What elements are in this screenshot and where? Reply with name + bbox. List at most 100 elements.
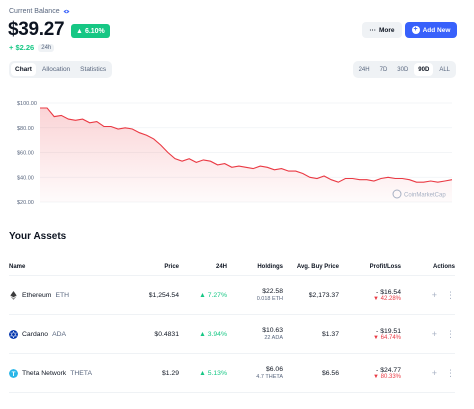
pl-percent-value: 42.28%	[380, 295, 401, 302]
svg-text:T: T	[12, 370, 16, 377]
asset-ticker: THETA	[70, 369, 92, 377]
tab-statistics[interactable]: Statistics	[80, 66, 107, 73]
assets-table: Name Price 24H Holdings Avg. Buy Price P…	[9, 258, 455, 393]
asset-profit-loss: - $16.54 ▼ 42.28%	[339, 289, 401, 302]
change-row: + $2.26 24h	[9, 43, 55, 52]
add-transaction-icon[interactable]: +	[431, 367, 437, 378]
holdings-amount: 4.7 THETA	[256, 374, 283, 380]
col-avg-buy[interactable]: Avg. Buy Price	[296, 263, 339, 270]
view-tabs: Chart Allocation Statistics	[9, 61, 113, 78]
asset-24h-change-value: 7.27%	[207, 291, 227, 299]
col-24h[interactable]: 24H	[215, 263, 227, 270]
balance-chart[interactable]: $100.00 $80.00 $60.00 $40.00 $20.00 CoinMark…	[0, 95, 474, 210]
more-vertical-icon[interactable]: ⋮	[446, 289, 455, 300]
asset-avg-buy: $1.37	[321, 330, 339, 338]
add-transaction-icon[interactable]: +	[431, 328, 437, 339]
pl-percent: ▼ 64.74%	[373, 335, 401, 341]
col-name[interactable]: Name	[9, 263, 26, 270]
holdings-value: $10.63	[262, 327, 283, 334]
range-24h[interactable]: 24H	[358, 66, 370, 73]
pl-percent-value: 80.33%	[380, 373, 401, 380]
asset-avg-buy: $6.56	[321, 369, 339, 377]
caret-up-icon: ▲	[199, 330, 208, 338]
asset-actions: + ⋮	[401, 289, 455, 300]
asset-price: $1,254.54	[148, 291, 179, 299]
table-header: Name Price 24H Holdings Avg. Buy Price P…	[9, 258, 455, 276]
asset-price: $1.29	[161, 369, 179, 377]
balance-label: Current Balance	[9, 8, 70, 15]
more-vertical-icon[interactable]: ⋮	[446, 328, 455, 339]
balance-amount: $39.27	[8, 19, 65, 40]
asset-name: Cardano	[22, 330, 49, 338]
asset-name-cell[interactable]: Ethereum ETH	[9, 290, 127, 300]
watermark-text: CoinMarketCap	[404, 193, 446, 199]
col-profit-loss[interactable]: Profit/Loss	[369, 263, 401, 270]
asset-name-cell[interactable]: Cardano ADA	[9, 329, 127, 339]
theta-icon: T	[9, 368, 18, 378]
coinmarketcap-watermark: CoinMarketCap	[392, 189, 446, 199]
balance-label-text: Current Balance	[9, 8, 60, 15]
caret-up-icon: ▲	[199, 291, 208, 299]
col-price[interactable]: Price	[164, 263, 179, 270]
table-row[interactable]: T Theta Network THETA $1.29 ▲ 5.13% $6.0…	[9, 354, 455, 393]
range-all[interactable]: ALL	[439, 66, 450, 73]
caret-down-icon: ▼	[373, 334, 381, 341]
asset-price: $0.4831	[154, 330, 179, 338]
asset-24h-change: ▲ 7.27%	[179, 292, 227, 299]
change-percent-value: 6.10%	[84, 27, 105, 35]
eye-icon[interactable]	[63, 9, 70, 14]
more-button-label: More	[378, 26, 395, 34]
asset-24h-change-value: 5.13%	[207, 369, 227, 377]
pl-percent: ▼ 80.33%	[373, 374, 401, 380]
more-vertical-icon[interactable]: ⋮	[446, 367, 455, 378]
change-percent-badge: ▲ 6.10%	[71, 24, 110, 38]
table-row[interactable]: Ethereum ETH $1,254.54 ▲ 7.27% $22.58 0.…	[9, 276, 455, 315]
caret-down-icon: ▼	[373, 295, 381, 302]
asset-profit-loss: - $24.77 ▼ 80.33%	[339, 367, 401, 380]
asset-ticker: ADA	[52, 330, 67, 338]
add-new-button[interactable]: + Add New	[405, 22, 457, 38]
holdings-amount: 0.018 ETH	[256, 296, 283, 302]
asset-name-cell[interactable]: T Theta Network THETA	[9, 368, 127, 378]
range-tabs: 24H 7D 30D 90D ALL	[352, 61, 456, 78]
your-assets-title: Your Assets	[9, 231, 67, 242]
caret-down-icon: ▼	[373, 373, 381, 380]
pl-value: - $16.54	[376, 288, 401, 296]
asset-ticker: ETH	[55, 291, 70, 299]
holdings-amount: 22 ADA	[264, 335, 283, 341]
col-actions: Actions	[432, 263, 455, 270]
change-amount: + $2.26	[9, 43, 35, 52]
ethereum-icon	[10, 290, 17, 300]
asset-24h-change-value: 3.94%	[207, 330, 227, 338]
asset-actions: + ⋮	[401, 367, 455, 378]
holdings-value: $22.58	[262, 288, 283, 295]
pl-value: - $19.51	[376, 327, 401, 335]
caret-up-icon: ▲	[76, 27, 83, 35]
tab-allocation[interactable]: Allocation	[41, 66, 71, 73]
plus-circle-icon: +	[411, 26, 420, 34]
asset-holdings: $10.63 22 ADA	[227, 327, 283, 341]
range-7d[interactable]: 7D	[379, 66, 388, 73]
range-90d[interactable]: 90D	[414, 63, 434, 76]
more-dots-icon: ···	[369, 26, 376, 34]
asset-actions: + ⋮	[401, 328, 455, 339]
more-button[interactable]: ··· More	[362, 22, 402, 38]
asset-avg-buy: $2,173.37	[308, 291, 339, 299]
asset-profit-loss: - $19.51 ▼ 64.74%	[339, 328, 401, 341]
y-tick-label: $80.00	[17, 126, 34, 132]
y-tick-label: $40.00	[17, 175, 34, 181]
change-period-chip: 24h	[38, 43, 55, 52]
add-transaction-icon[interactable]: +	[431, 289, 437, 300]
chart-line	[40, 107, 453, 183]
pl-percent: ▼ 42.28%	[373, 296, 401, 302]
y-tick-label: $60.00	[17, 151, 34, 157]
cardano-icon	[9, 329, 18, 339]
pl-percent-value: 64.74%	[380, 334, 401, 341]
table-row[interactable]: Cardano ADA $0.4831 ▲ 3.94% $10.63 22 AD…	[9, 315, 455, 354]
tab-chart[interactable]: Chart	[11, 63, 36, 76]
holdings-value: $6.06	[265, 366, 283, 373]
col-holdings[interactable]: Holdings	[257, 263, 283, 270]
caret-up-icon: ▲	[199, 369, 208, 377]
chart-area	[40, 108, 452, 202]
range-30d[interactable]: 30D	[397, 66, 409, 73]
